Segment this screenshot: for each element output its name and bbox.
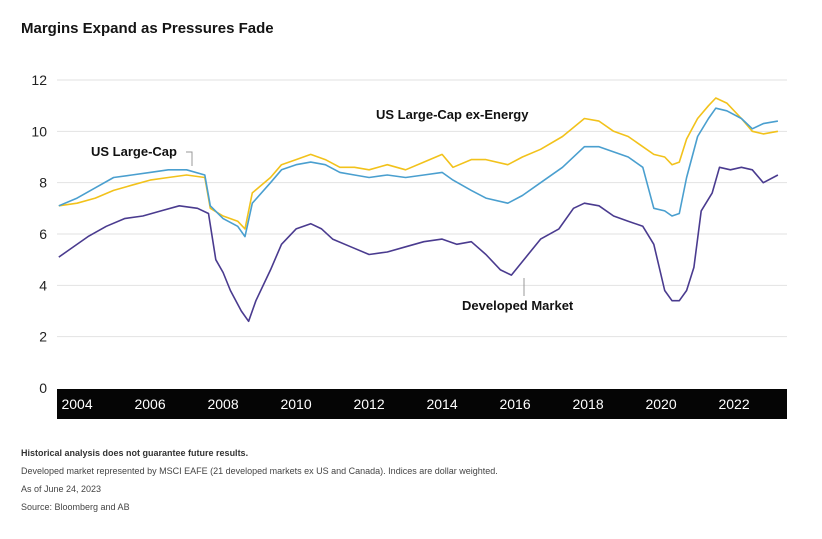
y-tick-label: 2	[39, 329, 47, 345]
annotations: US Large-Cap US Large-Cap ex-Energy Develo…	[91, 107, 574, 313]
y-tick-label: 12	[31, 72, 47, 88]
x-tick-labels: 2004 2006 2008 2010 2012 2014 2016 2018 2020 2022	[61, 396, 749, 412]
x-tick-label: 2014	[426, 396, 457, 412]
y-tick-label: 0	[39, 380, 47, 396]
x-tick-label: 2016	[499, 396, 530, 412]
disclaimer-note: Historical analysis does not guarantee f…	[21, 448, 249, 458]
x-tick-label: 2022	[718, 396, 749, 412]
gridlines	[57, 79, 787, 338]
y-tick-label: 6	[39, 226, 47, 242]
y-tick-labels: 0 2 4 6 8 10 12	[31, 72, 47, 396]
x-axis-band	[57, 389, 787, 419]
series-lines	[58, 97, 779, 323]
x-tick-label: 2020	[645, 396, 676, 412]
definition-note: Developed market represented by MSCI EAF…	[21, 466, 498, 476]
y-tick-label: 8	[39, 175, 47, 191]
y-tick-label: 4	[39, 277, 47, 293]
series-line-developed-market	[58, 166, 779, 323]
annotation-us-large-cap: US Large-Cap	[91, 144, 177, 159]
x-tick-label: 2018	[572, 396, 603, 412]
x-tick-label: 2008	[207, 396, 238, 412]
series-line-us-large-cap	[58, 107, 779, 238]
as-of-note: As of June 24, 2023	[21, 484, 102, 494]
x-tick-label: 2004	[61, 396, 92, 412]
x-tick-label: 2012	[353, 396, 384, 412]
annotation-us-large-cap-ex-energy: US Large-Cap ex-Energy	[376, 107, 529, 122]
chart-title: Margins Expand as Pressures Fade	[21, 20, 274, 37]
x-tick-label: 2010	[280, 396, 311, 412]
annotation-leader	[186, 151, 193, 166]
source-note: Source: Bloomberg and AB	[21, 502, 130, 512]
x-tick-label: 2006	[134, 396, 165, 412]
annotation-developed-market: Developed Market	[462, 298, 574, 313]
footnotes: Historical analysis does not guarantee f…	[21, 444, 498, 516]
y-tick-label: 10	[31, 123, 47, 139]
